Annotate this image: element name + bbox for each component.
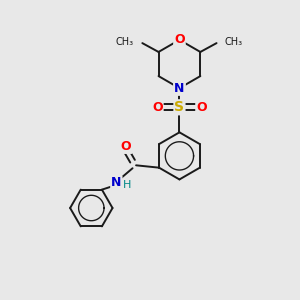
Text: CH₃: CH₃ bbox=[116, 37, 134, 46]
Text: O: O bbox=[152, 101, 163, 114]
Text: H: H bbox=[123, 180, 132, 190]
Text: O: O bbox=[121, 140, 131, 153]
Text: S: S bbox=[174, 100, 184, 114]
Text: N: N bbox=[174, 82, 184, 95]
Text: O: O bbox=[174, 33, 185, 46]
Text: CH₃: CH₃ bbox=[225, 37, 243, 46]
Text: N: N bbox=[111, 176, 122, 190]
Text: N: N bbox=[174, 82, 184, 95]
Text: O: O bbox=[196, 101, 207, 114]
